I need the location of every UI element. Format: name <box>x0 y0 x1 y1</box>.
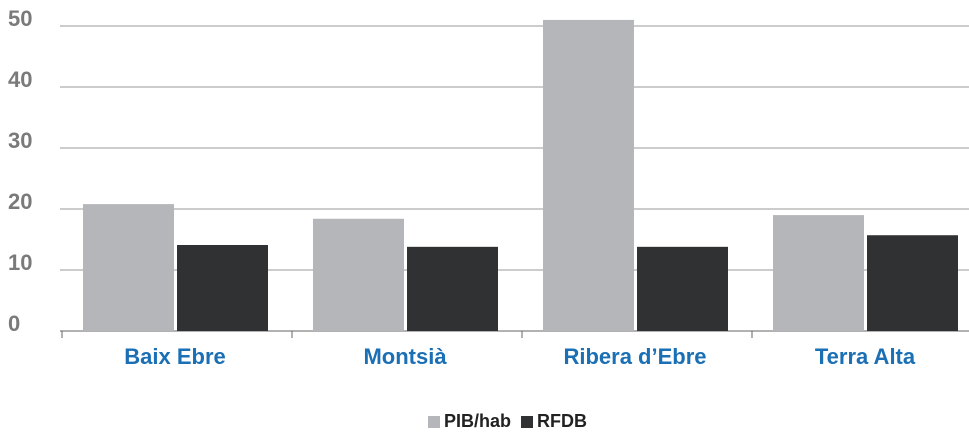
y-tick-label: 0 <box>8 311 20 336</box>
x-tick-label: Terra Alta <box>815 344 916 369</box>
y-tick-label: 20 <box>8 189 32 214</box>
bar <box>177 244 268 331</box>
legend-swatch <box>428 416 440 428</box>
bar <box>637 246 728 331</box>
y-tick-label: 50 <box>8 6 32 31</box>
y-tick-label: 30 <box>8 128 32 153</box>
y-tick-label: 10 <box>8 250 32 275</box>
legend-label: RFDB <box>537 411 587 431</box>
bar <box>867 235 958 331</box>
legend-swatch <box>521 416 534 428</box>
bar <box>83 204 174 331</box>
bar <box>773 215 864 331</box>
x-tick-label: Baix Ebre <box>124 344 226 369</box>
x-tick-label: Ribera d’Ebre <box>563 344 706 369</box>
x-tick-label: Montsià <box>363 344 447 369</box>
bar <box>313 218 404 331</box>
legend-label: PIB/hab <box>444 411 511 431</box>
bar <box>543 19 634 332</box>
y-tick-label: 40 <box>8 67 32 92</box>
bar <box>407 246 498 331</box>
